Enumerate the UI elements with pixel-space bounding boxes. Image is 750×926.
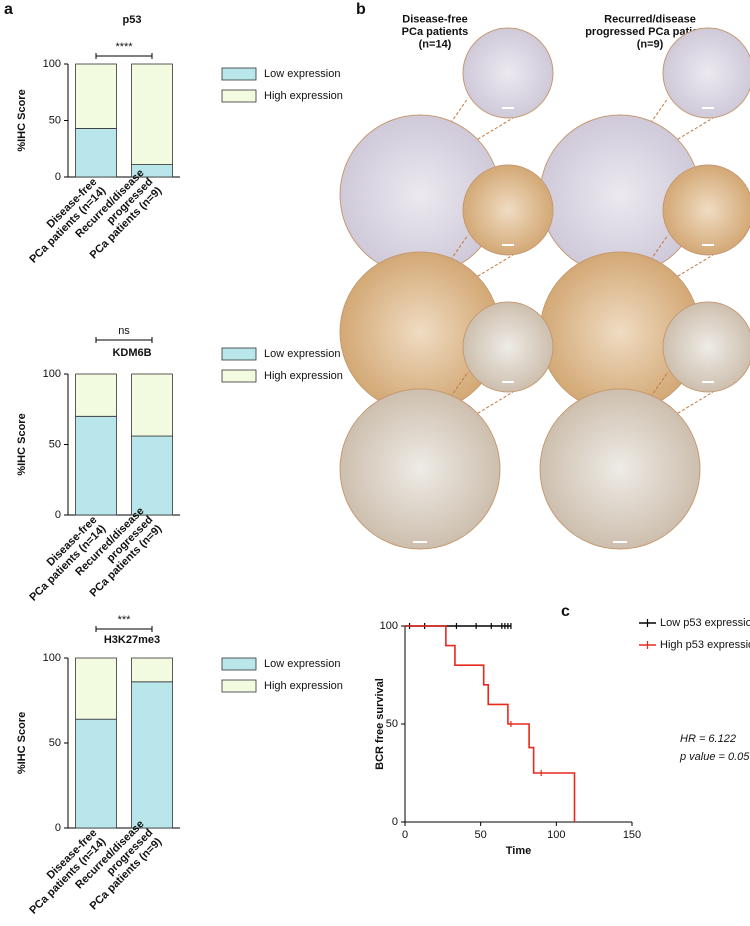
survival-line <box>405 625 576 822</box>
micrograph-zoom <box>662 27 750 119</box>
y-tick-label: 0 <box>392 816 398 828</box>
bar-segment <box>75 63 117 129</box>
bar-segment <box>131 435 173 516</box>
panel-label: a <box>4 1 13 18</box>
legend-label: Low p53 expression <box>660 617 750 629</box>
legend-label: High p53 expression <box>660 639 750 651</box>
bar-segment <box>131 63 173 165</box>
bar-segment <box>131 681 173 829</box>
bar-segment <box>131 373 173 437</box>
scale-bar <box>502 381 514 383</box>
bar-segment <box>75 657 117 720</box>
micrograph-zoom <box>662 301 750 393</box>
bar-segment <box>75 373 117 417</box>
scale-bar <box>413 541 427 543</box>
x-tick-label: 150 <box>623 829 641 841</box>
micrograph-zoom <box>662 164 750 256</box>
bar-segment <box>75 718 117 829</box>
column-header: Disease-free PCa patients (n=14) <box>402 13 469 50</box>
scale-bar <box>702 381 714 383</box>
bar-segment <box>75 415 117 516</box>
y-tick-label: 50 <box>49 438 61 450</box>
y-axis-label: BCR free survival <box>374 678 386 770</box>
y-tick-label: 100 <box>380 620 398 632</box>
chart-title: KDM6B <box>112 347 151 359</box>
y-tick-label: 0 <box>55 171 61 183</box>
legend-swatch <box>221 369 257 383</box>
y-axis-label: %IHC Score <box>16 89 28 151</box>
y-tick-label: 50 <box>386 718 398 730</box>
x-tick-label: 0 <box>402 829 408 841</box>
legend-swatch <box>221 679 257 693</box>
legend-swatch <box>221 347 257 361</box>
legend-label: Low expression <box>264 68 340 80</box>
legend-label: High expression <box>264 680 343 692</box>
legend-label: Low expression <box>264 658 340 670</box>
x-axis-label: Time <box>506 845 531 857</box>
micrograph-zoom <box>462 301 554 393</box>
panel-label: c <box>561 603 570 620</box>
bar-segment <box>131 657 173 683</box>
scale-bar <box>702 244 714 246</box>
y-tick-label: 100 <box>43 652 61 664</box>
x-tick-label: 50 <box>475 829 487 841</box>
micrograph-zoom <box>462 27 554 119</box>
y-tick-label: 50 <box>49 737 61 749</box>
x-tick-label: 100 <box>547 829 565 841</box>
legend-swatch <box>221 67 257 81</box>
scale-bar <box>613 541 627 543</box>
chart-title: p53 <box>123 14 142 26</box>
chart-title: H3K27me3 <box>104 634 160 646</box>
y-tick-label: 100 <box>43 368 61 380</box>
legend-label: High expression <box>264 370 343 382</box>
legend-swatch <box>221 89 257 103</box>
significance-label: **** <box>115 41 133 53</box>
column-header: Recurred/disease progressed PCa patients(… <box>585 13 715 50</box>
annotation: p value = 0.05 <box>679 751 750 763</box>
significance-label: ns <box>118 325 130 337</box>
y-tick-label: 0 <box>55 822 61 834</box>
bar-segment <box>75 128 117 178</box>
micrograph <box>339 388 501 550</box>
micrograph <box>539 388 701 550</box>
scale-bar <box>502 244 514 246</box>
legend-label: High expression <box>264 90 343 102</box>
legend-label: Low expression <box>264 348 340 360</box>
significance-label: *** <box>118 614 132 626</box>
y-axis-label: %IHC Score <box>16 413 28 475</box>
legend-swatch <box>221 657 257 671</box>
y-axis-label: %IHC Score <box>16 712 28 774</box>
annotation: HR = 6.122 <box>680 733 736 745</box>
scale-bar <box>502 107 514 109</box>
y-tick-label: 100 <box>43 58 61 70</box>
scale-bar <box>702 107 714 109</box>
y-tick-label: 0 <box>55 509 61 521</box>
panel-label: b <box>356 1 366 18</box>
y-tick-label: 50 <box>49 114 61 126</box>
micrograph-zoom <box>462 164 554 256</box>
